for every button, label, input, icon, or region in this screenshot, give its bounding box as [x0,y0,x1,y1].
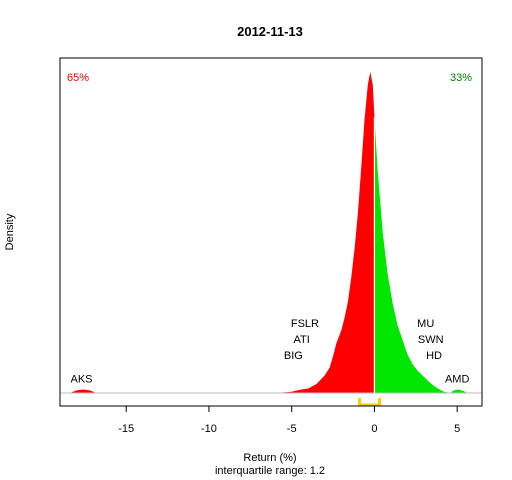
annotation-amd: AMD [445,374,470,386]
positive-share-label: 33% [450,72,472,84]
annotation-big: BIG [284,350,303,362]
annotation-ati: ATI [293,334,309,346]
chart-title: 2012-11-13 [237,24,303,39]
x-tick-label: -5 [287,423,297,435]
annotation-fslr: FSLR [291,318,319,330]
density-fills [69,72,468,393]
negative-share-label: 65% [67,72,89,84]
x-tick-label: 5 [454,423,460,435]
annotation-aks: AKS [71,374,93,386]
positive-density-area [374,116,468,393]
x-axis: -15 -10 -5 0 5 [118,405,460,435]
x-axis-label: Return (%) [243,452,296,464]
iqr-bracket [358,398,381,407]
y-axis-label: Density [4,213,16,250]
iqr-bracket-mark [358,398,381,407]
x-tick-label: -15 [118,423,134,435]
chart-subtitle: interquartile range: 1.2 [215,465,325,477]
x-tick-label: -10 [201,423,217,435]
negative-density-area [69,72,375,393]
x-tick-label: 0 [371,423,377,435]
annotation-mu: MU [417,318,434,330]
annotation-hd: HD [426,350,442,362]
annotation-swn: SWN [418,334,444,346]
plot-frame [59,57,483,407]
